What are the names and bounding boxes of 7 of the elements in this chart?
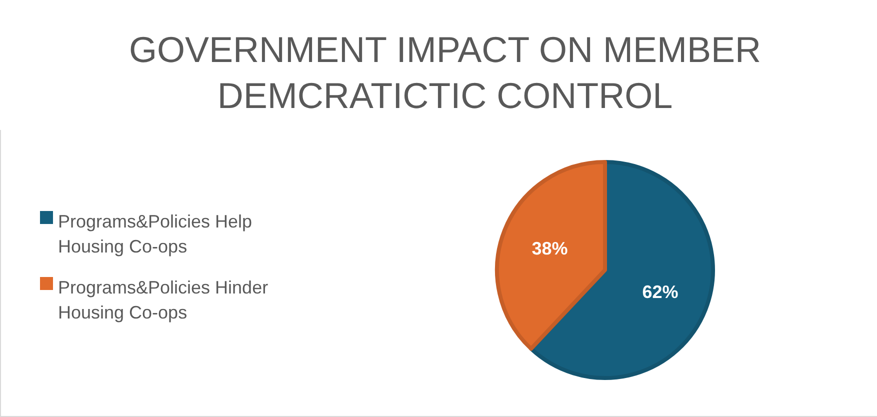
pie-slice (529, 160, 715, 380)
legend-label: Programs&Policies Help Housing Co-ops (58, 211, 252, 256)
data-label: 62% (642, 282, 678, 302)
legend-label: Programs&Policies Hinder Housing Co-ops (58, 277, 268, 322)
pie-slice (495, 160, 607, 351)
data-label: 38% (532, 238, 568, 258)
chart-title: GOVERNMENT IMPACT ON MEMBER DEMCRATICTIC CONTROL (128, 29, 762, 116)
